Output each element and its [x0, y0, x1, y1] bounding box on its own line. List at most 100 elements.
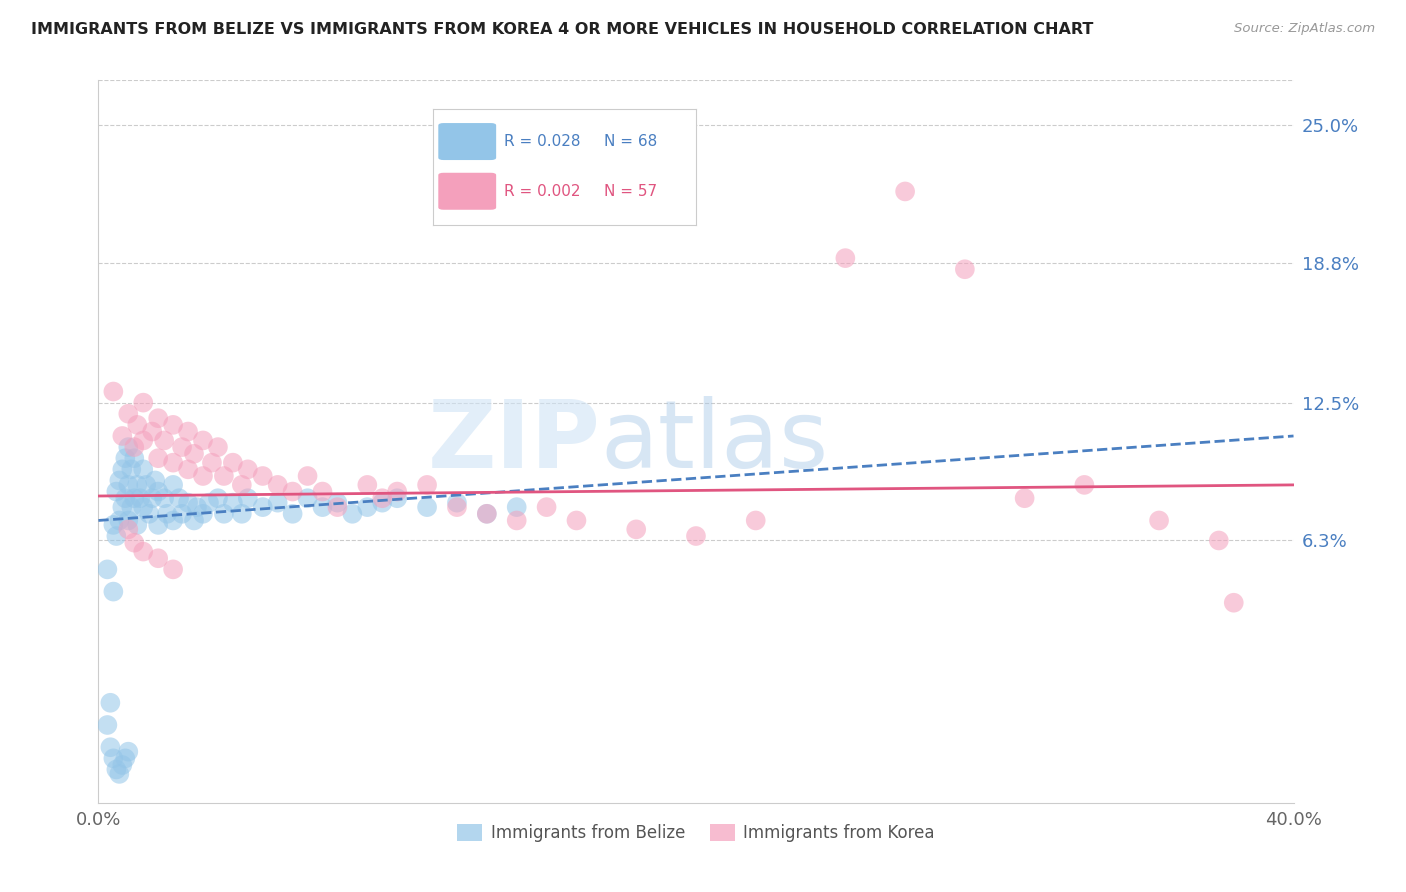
Point — [191, 507, 214, 521]
Point — [148, 551, 170, 566]
Point — [105, 484, 128, 499]
Point — [172, 440, 194, 454]
Point — [96, 562, 118, 576]
Text: IMMIGRANTS FROM BELIZE VS IMMIGRANTS FROM KOREA 4 OR MORE VEHICLES IN HOUSEHOLD : IMMIGRANTS FROM BELIZE VS IMMIGRANTS FRO… — [31, 22, 1094, 37]
Point — [162, 478, 184, 492]
Point — [416, 500, 439, 515]
Point — [236, 462, 259, 476]
Point — [1208, 533, 1230, 548]
Point — [356, 478, 378, 492]
Point — [183, 513, 205, 527]
Point — [114, 751, 136, 765]
Point — [156, 507, 179, 521]
Point — [148, 517, 170, 532]
Point — [153, 434, 176, 448]
Point — [120, 500, 142, 515]
Point — [953, 262, 976, 277]
Point — [132, 434, 155, 448]
Point — [198, 496, 221, 510]
Point — [148, 451, 170, 466]
Point — [98, 696, 122, 710]
Point — [138, 507, 160, 521]
Point — [342, 507, 364, 521]
Point — [114, 491, 136, 506]
Point — [103, 384, 125, 399]
Point — [98, 740, 122, 755]
Point — [129, 491, 152, 506]
Point — [231, 507, 253, 521]
Point — [231, 478, 253, 492]
Point — [356, 500, 378, 515]
Point — [162, 513, 184, 527]
Point — [105, 529, 128, 543]
Point — [371, 491, 394, 506]
Point — [506, 513, 529, 527]
Point — [894, 185, 917, 199]
Point — [506, 500, 529, 515]
Point — [96, 718, 118, 732]
Point — [148, 484, 170, 499]
Point — [385, 491, 409, 506]
Point — [281, 507, 304, 521]
Point — [127, 478, 149, 492]
Point — [108, 513, 131, 527]
Point — [124, 440, 146, 454]
Point — [117, 513, 139, 527]
Point — [326, 500, 349, 515]
Point — [143, 474, 166, 488]
Point — [141, 425, 163, 439]
Point — [177, 425, 200, 439]
Point — [148, 411, 170, 425]
Point — [281, 484, 304, 499]
Point — [297, 491, 319, 506]
Point — [127, 417, 149, 432]
Point — [111, 500, 134, 515]
Point — [311, 500, 333, 515]
Point — [103, 751, 125, 765]
Point — [207, 440, 229, 454]
Point — [685, 529, 707, 543]
Point — [167, 491, 190, 506]
Point — [236, 491, 259, 506]
Point — [1147, 513, 1170, 527]
Point — [297, 469, 319, 483]
Text: ZIP: ZIP — [427, 395, 600, 488]
Point — [162, 417, 184, 432]
Point — [132, 544, 155, 558]
Point — [127, 517, 149, 532]
Point — [1014, 491, 1036, 506]
Point — [252, 469, 274, 483]
Point — [135, 478, 157, 492]
Point — [475, 507, 498, 521]
Point — [183, 447, 205, 461]
Point — [117, 440, 139, 454]
Point — [207, 491, 229, 506]
Point — [191, 469, 214, 483]
Text: Source: ZipAtlas.com: Source: ZipAtlas.com — [1234, 22, 1375, 36]
Point — [124, 451, 146, 466]
Point — [114, 451, 136, 466]
Point — [475, 507, 498, 521]
Point — [1073, 478, 1095, 492]
Point — [117, 478, 139, 492]
Point — [108, 474, 131, 488]
Point — [117, 745, 139, 759]
Point — [177, 496, 200, 510]
Point — [222, 456, 245, 470]
Point — [252, 500, 274, 515]
Point — [108, 767, 131, 781]
Point — [103, 584, 125, 599]
Point — [141, 491, 163, 506]
Point — [132, 462, 155, 476]
Point — [153, 491, 176, 506]
Point — [162, 456, 184, 470]
Point — [834, 251, 856, 265]
Point — [124, 491, 146, 506]
Point — [536, 500, 558, 515]
Point — [117, 522, 139, 536]
Point — [111, 429, 134, 443]
Point — [186, 500, 208, 515]
Point — [446, 500, 468, 515]
Point — [177, 462, 200, 476]
Point — [267, 478, 290, 492]
